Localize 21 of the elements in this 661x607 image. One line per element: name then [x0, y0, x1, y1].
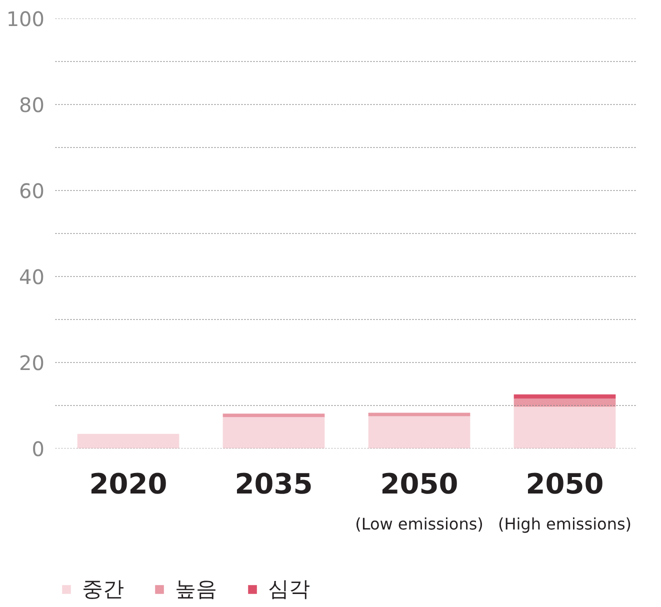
y-tick-label: 0	[32, 437, 45, 461]
bar	[514, 394, 616, 399]
bar	[368, 416, 470, 448]
x-tick-label: 2020	[89, 468, 168, 500]
y-tick-label: 60	[19, 179, 45, 203]
bar	[77, 434, 180, 448]
bar	[222, 414, 325, 418]
x-tick-label: 2035	[234, 468, 313, 500]
bar	[514, 398, 616, 407]
legend-label: 높음	[175, 576, 217, 603]
y-tick-label: 100	[6, 7, 45, 31]
y-tick-label: 20	[19, 351, 45, 375]
y-tick-label: 80	[19, 93, 45, 117]
legend-label: 중간	[82, 576, 124, 603]
y-tick-label: 40	[19, 265, 45, 289]
legend-label: 심각	[268, 576, 310, 603]
category-label: 2050 (High emissions)	[498, 468, 632, 534]
bar	[514, 406, 616, 448]
bar	[368, 412, 470, 416]
category-label: 2050 (Low emissions)	[355, 468, 484, 534]
bar	[222, 417, 325, 448]
